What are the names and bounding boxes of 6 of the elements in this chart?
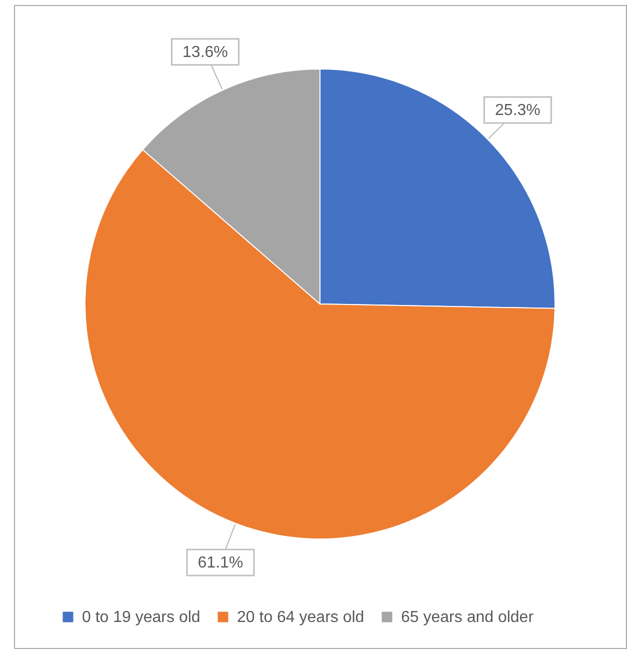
legend-label: 65 years and older bbox=[401, 609, 534, 626]
data-label: 61.1% bbox=[198, 554, 244, 572]
legend-label: 20 to 64 years old bbox=[237, 609, 364, 626]
legend-label: 0 to 19 years old bbox=[82, 609, 200, 626]
data-label: 13.6% bbox=[182, 44, 228, 61]
data-label: 25.3% bbox=[495, 102, 540, 119]
